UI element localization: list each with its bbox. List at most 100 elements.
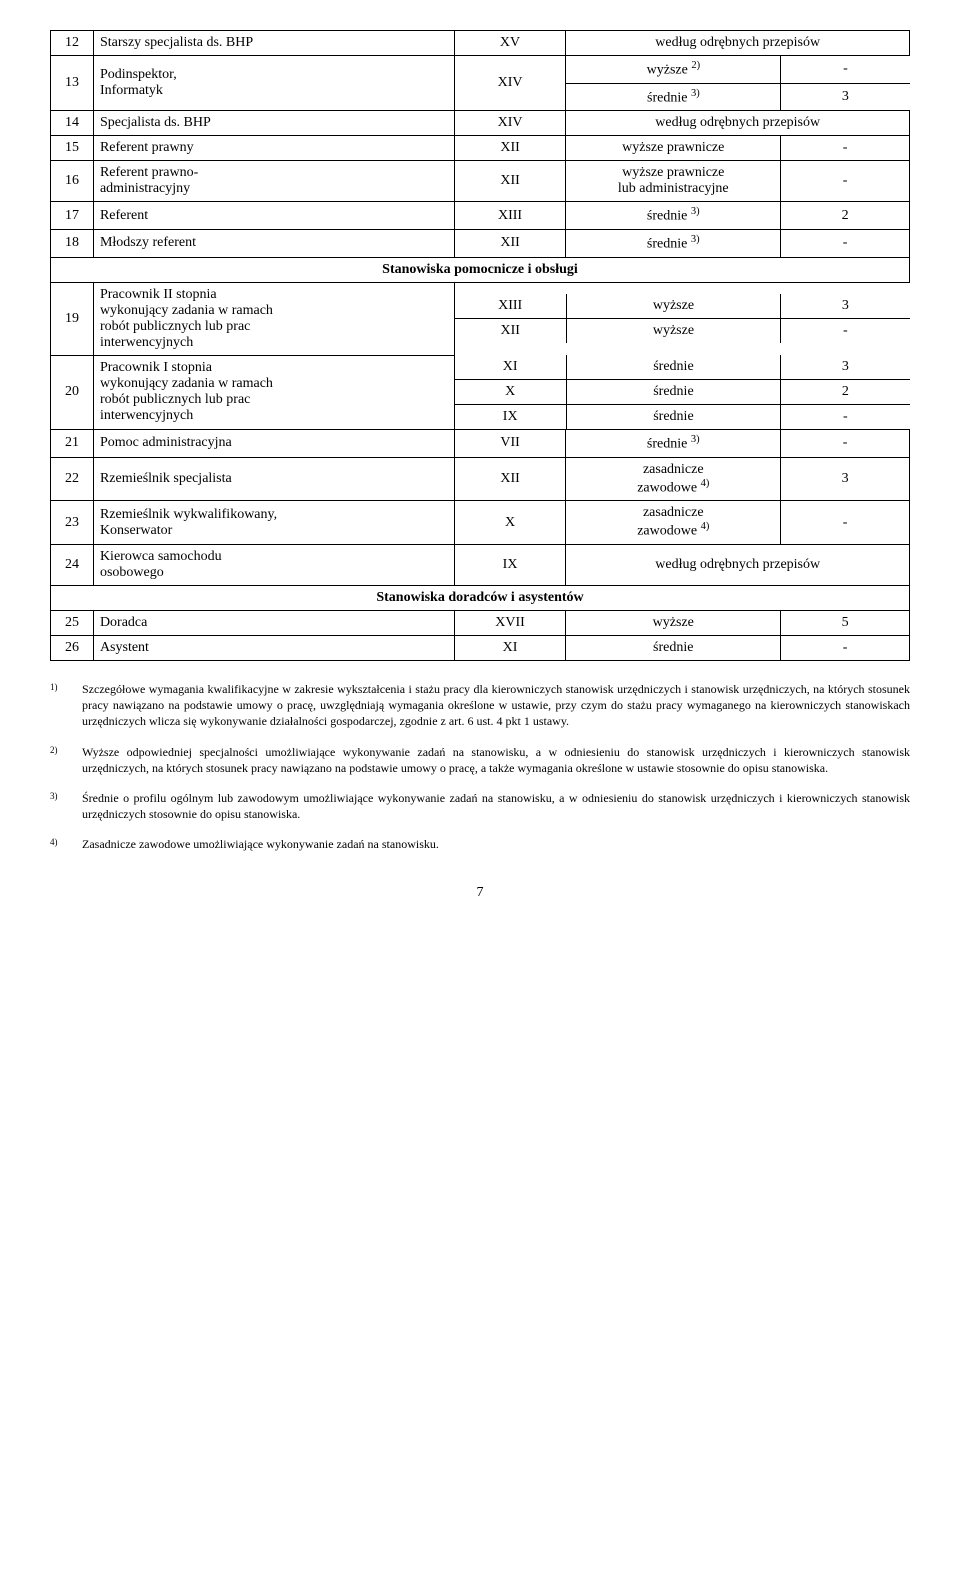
row-title: Asystent [93,636,454,661]
footnote-text: Średnie o profilu ogólnym lub zawodowym … [82,790,910,822]
row-grade: XII [454,457,566,501]
row-number: 23 [51,501,94,545]
footnote-mark: 3) [50,790,72,822]
table-row: 21 Pomoc administracyjna VII średnie 3) … [51,430,910,458]
row-years: 2 [781,202,910,230]
row-qual: zasadnicze zawodowe 4) [566,457,781,501]
row-qual: wyższe 2) [566,56,780,83]
row-grade: IX [455,405,566,430]
row-qual: średnie [566,355,781,380]
row-years: 3 [781,457,910,501]
table-row: 26 Asystent XI średnie - [51,636,910,661]
inner-table: XI średnie 3 X średnie 2 IX średnie - [455,355,910,429]
row-title: Młodszy referent [93,229,454,257]
row-number: 25 [51,611,94,636]
row-number: 22 [51,457,94,501]
row-number: 15 [51,136,94,161]
footnote-text: Wyższe odpowiedniej specjalności umożliw… [82,744,910,776]
row-title: Pracownik II stopnia wykonujący zadania … [93,282,454,355]
row-years: 3 [781,83,910,110]
row-title: Referent prawny [93,136,454,161]
footnote: 3) Średnie o profilu ogólnym lub zawodow… [50,790,910,822]
table-row: 22 Rzemieślnik specjalista XII zasadnicz… [51,457,910,501]
table-row: 19 Pracownik II stopnia wykonujący zadan… [51,282,910,355]
table-row: 12 Starszy specjalista ds. BHP XV według… [51,31,910,56]
row-years: 3 [781,355,910,380]
table-row: 25 Doradca XVII wyższe 5 [51,611,910,636]
row-years: - [781,319,910,344]
row-years: 3 [781,294,910,319]
footnote-text: Zasadnicze zawodowe umożliwiające wykony… [82,836,910,854]
requirements-table: 12 Starszy specjalista ds. BHP XV według… [50,30,910,661]
row-grade: X [455,380,566,405]
row-grade: XV [454,31,566,56]
row-grade: XII [454,136,566,161]
row-qual: średnie 3) [566,83,780,110]
section-row: Stanowiska doradców i asystentów [51,586,910,611]
row-qual: średnie 3) [566,202,781,230]
inner-table: wyższe 2) - średnie 3) 3 [566,56,909,110]
inner-table: XIII wyższe 3 XII wyższe - [455,294,910,343]
row-qual: wyższe [566,319,781,344]
row-grade: XII [454,161,566,202]
row-title: Referent prawno- administracyjny [93,161,454,202]
row-qual: średnie [566,636,781,661]
footnote: 2) Wyższe odpowiedniej specjalności umoż… [50,744,910,776]
row-number: 20 [51,355,94,430]
footnote: 4) Zasadnicze zawodowe umożliwiające wyk… [50,836,910,854]
section-heading: Stanowiska doradców i asystentów [51,586,910,611]
row-title: Starszy specjalista ds. BHP [93,31,454,56]
row-number: 21 [51,430,94,458]
row-years: - [781,229,910,257]
section-heading: Stanowiska pomocnicze i obsługi [51,257,910,282]
table-row: 15 Referent prawny XII wyższe prawnicze … [51,136,910,161]
row-qual: wyższe [566,294,781,319]
row-grade: XII [454,229,566,257]
row-qual: średnie [566,405,781,430]
row-qual: wyższe [566,611,781,636]
row-grade: XVII [454,611,566,636]
row-qual: średnie 3) [566,229,781,257]
row-number: 24 [51,545,94,586]
row-number: 26 [51,636,94,661]
table-row: 18 Młodszy referent XII średnie 3) - [51,229,910,257]
section-row: Stanowiska pomocnicze i obsługi [51,257,910,282]
table-row: 23 Rzemieślnik wykwalifikowany, Konserwa… [51,501,910,545]
row-number: 14 [51,111,94,136]
row-number: 13 [51,56,94,111]
row-title: Pracownik I stopnia wykonujący zadania w… [93,355,454,430]
row-title: Specjalista ds. BHP [93,111,454,136]
row-years: - [781,405,910,430]
row-number: 19 [51,282,94,355]
row-number: 16 [51,161,94,202]
row-number: 18 [51,229,94,257]
row-grade: XIII [454,202,566,230]
row-grade: IX [454,545,566,586]
row-title: Podinspektor, Informatyk [93,56,454,111]
page-number: 7 [50,885,910,901]
table-row: 20 Pracownik I stopnia wykonujący zadani… [51,355,910,430]
table-row: 14 Specjalista ds. BHP XIV według odrębn… [51,111,910,136]
row-number: 17 [51,202,94,230]
row-grade: X [454,501,566,545]
footnotes: 1) Szczegółowe wymagania kwalifikacyjne … [50,681,910,855]
footnote-mark: 2) [50,744,72,776]
row-grade: XIV [454,56,566,111]
row-title: Kierowca samochodu osobowego [93,545,454,586]
footnote-text: Szczegółowe wymagania kwalifikacyjne w z… [82,681,910,730]
row-qual: średnie 3) [566,430,781,458]
row-grade: XIII [455,294,566,319]
footnote-mark: 1) [50,681,72,730]
row-grade: XI [454,636,566,661]
row-grade: XII [455,319,566,344]
row-title: Rzemieślnik specjalista [93,457,454,501]
row-qual: średnie [566,380,781,405]
row-grade: XIV [454,111,566,136]
table-row: 24 Kierowca samochodu osobowego IX wedłu… [51,545,910,586]
row-years: - [781,161,910,202]
row-years: 5 [781,611,910,636]
row-number: 12 [51,31,94,56]
row-qual: wyższe prawnicze lub administracyjne [566,161,781,202]
row-qual: wyższe prawnicze [566,136,781,161]
row-title: Referent [93,202,454,230]
